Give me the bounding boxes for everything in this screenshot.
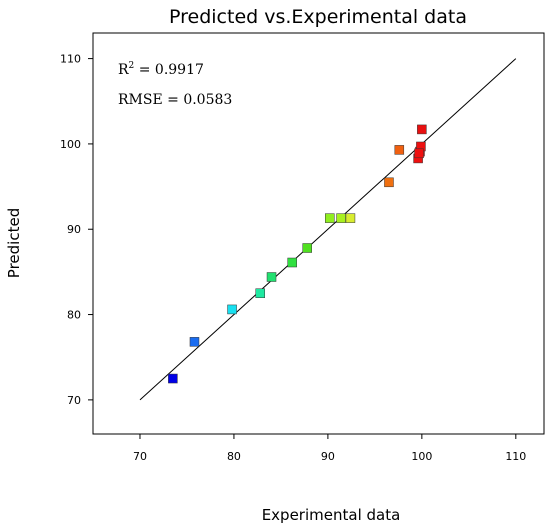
x-tick-label: 70 <box>133 450 147 463</box>
data-point <box>336 213 346 223</box>
data-point <box>414 148 424 159</box>
data-point <box>302 243 312 253</box>
data-point <box>384 177 394 188</box>
data-point <box>227 304 237 315</box>
data-point <box>325 213 335 223</box>
r2-label: R <box>118 62 129 78</box>
r2-annotation: R2 = 0.9917 <box>118 61 204 78</box>
data-point <box>345 213 356 223</box>
x-tick-label: 100 <box>411 450 432 463</box>
chart-title: Predicted vs.Experimental data <box>169 6 467 28</box>
r2-value: = 0.9917 <box>134 62 204 78</box>
y-tick-label: 90 <box>67 223 81 236</box>
rmse-annotation: RMSE = 0.0583 <box>118 92 232 108</box>
data-point <box>255 288 265 298</box>
y-tick-label: 100 <box>60 138 81 151</box>
data-point <box>394 145 405 155</box>
y-tick-label: 70 <box>67 394 81 407</box>
x-axis-title: Experimental data <box>262 506 401 524</box>
y-tick-label: 110 <box>60 53 81 66</box>
r2-superscript: 2 <box>129 61 135 71</box>
data-point <box>287 257 297 268</box>
reference-line <box>139 58 517 401</box>
y-tick-label: 80 <box>67 309 81 322</box>
data-point <box>189 337 200 347</box>
x-tick-label: 90 <box>321 450 335 463</box>
axis-ticks: 70 80 90 100 110 70 80 90 100 110 <box>60 53 526 463</box>
data-point <box>417 124 427 135</box>
x-tick-label: 80 <box>227 450 241 463</box>
data-points <box>168 124 427 384</box>
data-point <box>168 373 178 384</box>
x-tick-label: 110 <box>505 450 526 463</box>
plot-frame <box>92 32 545 435</box>
data-point <box>266 272 277 282</box>
y-axis-title: Predicted <box>5 208 23 278</box>
